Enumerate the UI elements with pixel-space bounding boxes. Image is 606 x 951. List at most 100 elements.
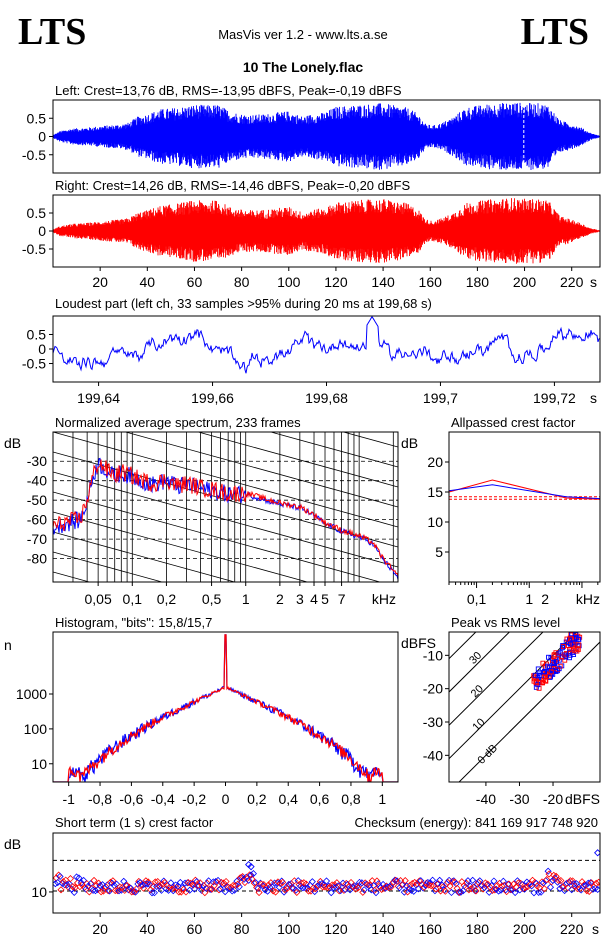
crest-point (594, 885, 600, 893)
crest-point (543, 876, 551, 884)
crest-point (512, 883, 520, 891)
checksum-label: Checksum (energy): 841 169 917 748 920 (354, 815, 598, 830)
crest-point (514, 879, 522, 887)
spectrum-right-curve (53, 459, 398, 577)
crest-point (139, 884, 148, 892)
xtick-label: 20 (92, 274, 108, 290)
plot-title: Right: Crest=14,26 dB, RMS=-14,46 dBFS, … (55, 178, 410, 193)
crest-point (59, 878, 67, 886)
scatter-point (553, 669, 559, 675)
crest-point (290, 877, 298, 885)
grid-diagonal (53, 511, 309, 582)
xtick-label: 0,1 (123, 591, 143, 607)
crest-point (432, 885, 440, 893)
crest-point (175, 888, 183, 896)
waveform-signal (53, 198, 600, 264)
xtick-label: 199,7 (423, 390, 458, 406)
crest-point (128, 888, 136, 896)
crest-point (142, 877, 150, 885)
histogram-right-curve (53, 634, 398, 782)
crest-point (490, 877, 498, 885)
loudest-trace (53, 316, 600, 374)
crest-point (521, 883, 530, 891)
crest-point (208, 885, 216, 893)
xtick-label: 3 (296, 591, 304, 607)
x-unit-label: dBFS (565, 791, 600, 807)
crest-series-line (448, 479, 601, 500)
scatter-point (553, 659, 559, 665)
grid-diagonal (269, 432, 398, 468)
x-unit-label: s (592, 921, 599, 937)
crest-point (143, 880, 151, 888)
x-unit-label: s (590, 390, 597, 406)
waveform-signal (53, 102, 600, 170)
crest-point (207, 885, 215, 893)
ytick-label: -0.5 (22, 241, 46, 257)
xtick-label: 0,6 (310, 791, 330, 807)
crest-point (353, 882, 361, 890)
crest-point (193, 877, 201, 886)
diagonal-label: 30 (467, 650, 484, 667)
xtick-label: -0,4 (151, 791, 175, 807)
crest-point (441, 887, 449, 895)
crest-point (70, 888, 78, 896)
crest-point (580, 881, 589, 889)
ytick-label: 0.5 (27, 110, 47, 126)
crest-point (231, 881, 240, 889)
xtick-label: 140 (371, 921, 395, 937)
ytick-label: 10 (427, 514, 443, 530)
xtick-label: -0,8 (88, 791, 112, 807)
crest-outlier (594, 849, 600, 857)
crest-point (190, 885, 199, 893)
xtick-label: 140 (371, 274, 395, 290)
peak-rms-diagonals: 40 30 20 10 0 dB (449, 616, 600, 782)
plot-frame (52, 315, 601, 383)
crest-point (106, 878, 115, 886)
crest-point (146, 881, 154, 889)
crest-point (247, 871, 255, 879)
ytick-label: -10 (423, 647, 443, 663)
xtick-label: 4 (310, 591, 318, 607)
scatter-point (540, 660, 546, 666)
crest-point (347, 878, 355, 887)
ytick-label: -20 (423, 681, 443, 697)
scatter-point (551, 659, 557, 665)
crest-point (274, 878, 282, 886)
crest-point (184, 879, 192, 887)
short-crest-points (53, 849, 600, 897)
xtick-label: 2 (541, 591, 549, 607)
crest-point (551, 874, 559, 882)
crest-point (453, 884, 461, 892)
diagonal-line (449, 632, 544, 727)
xtick-label: 200 (513, 921, 537, 937)
crest-point (230, 886, 239, 894)
ytick-label: -40 (423, 747, 443, 763)
crest-point (413, 880, 421, 888)
crest-point (484, 880, 492, 888)
plot-frame (52, 431, 399, 583)
crest-point (279, 878, 287, 886)
crest-point (299, 884, 307, 892)
crest-point (255, 888, 263, 897)
crest-point (98, 881, 107, 889)
xtick-label: 100 (277, 274, 301, 290)
crest-point (253, 884, 261, 892)
crest-point (447, 888, 456, 897)
crest-point (97, 888, 105, 896)
crest-point (91, 887, 100, 895)
diagonal-label: 40 (465, 616, 482, 633)
crest-point (300, 879, 308, 887)
scatter-point (533, 684, 539, 690)
crest-point (400, 888, 408, 896)
scatter-point (542, 668, 547, 674)
crest-point (245, 876, 253, 884)
xtick-label: 220 (560, 274, 584, 290)
spectrum-grid (53, 432, 398, 582)
crest-point (308, 878, 316, 886)
xtick-label: 160 (419, 274, 443, 290)
crest-point (452, 880, 460, 888)
crest-point (587, 879, 596, 887)
plot-title: Histogram, "bits": 15,8/15,7 (55, 615, 212, 630)
xtick-label: 0,2 (157, 591, 177, 607)
